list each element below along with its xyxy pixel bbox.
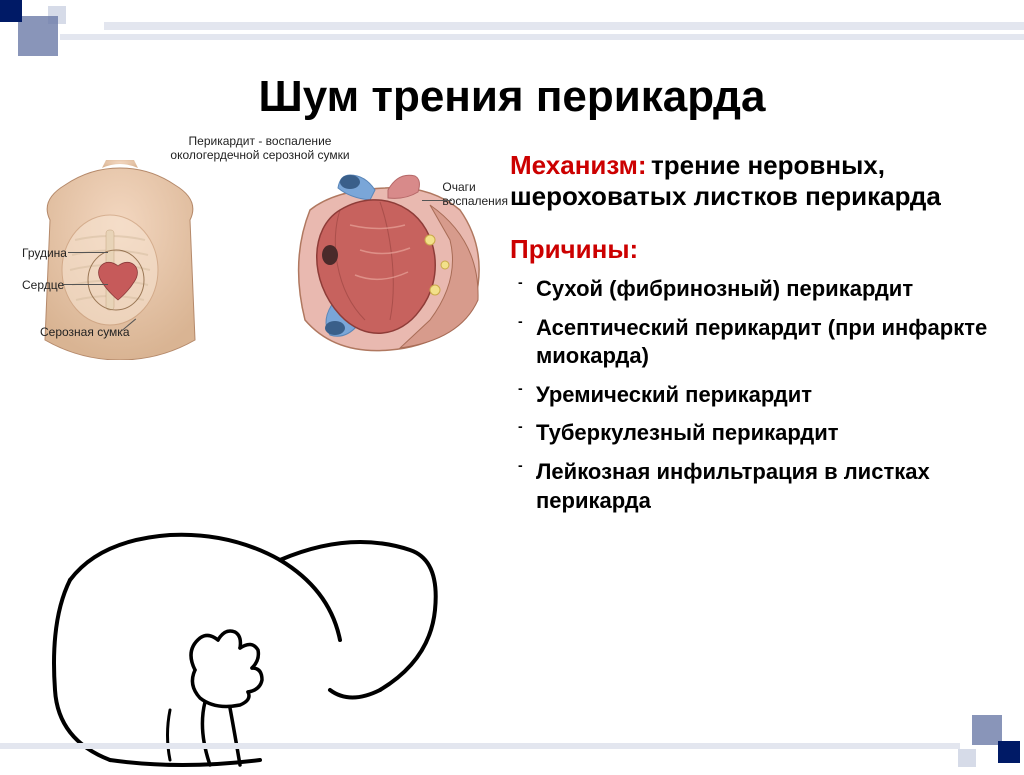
cause-item: Уремический перикардит	[518, 381, 990, 410]
mechanism-label: Механизм:	[510, 150, 647, 180]
label-inflammation: Очагивоспаления	[442, 180, 508, 209]
text-column: Механизм: трение неровных, шероховатых л…	[510, 150, 990, 525]
label-serous-sac: Серозная сумка	[40, 325, 130, 339]
label-sternum: Грудина	[22, 246, 67, 260]
cause-item: Туберкулезный перикардит	[518, 419, 990, 448]
header-decoration	[0, 0, 1024, 60]
anatomy-diagram: Перикардит - воспалениеокологердечной се…	[30, 140, 490, 365]
causes-list: Сухой (фибринозный) перикардит Асептичес…	[510, 275, 990, 515]
slide-title: Шум трения перикарда	[0, 72, 1024, 122]
mechanism-block: Механизм: трение неровных, шероховатых л…	[510, 150, 990, 212]
causes-label: Причины:	[510, 234, 990, 265]
label-heart: Сердце	[22, 278, 64, 292]
cause-item: Сухой (фибринозный) перикардит	[518, 275, 990, 304]
cause-item: Лейкозная инфильтрация в листках перикар…	[518, 458, 990, 515]
cause-item: Асептический перикардит (при инфаркте ми…	[518, 314, 990, 371]
footer-decoration	[0, 727, 1024, 767]
diagram-column: Перикардит - воспалениеокологердечной се…	[30, 140, 490, 365]
diagram-caption: Перикардит - воспалениеокологердечной се…	[150, 134, 370, 163]
